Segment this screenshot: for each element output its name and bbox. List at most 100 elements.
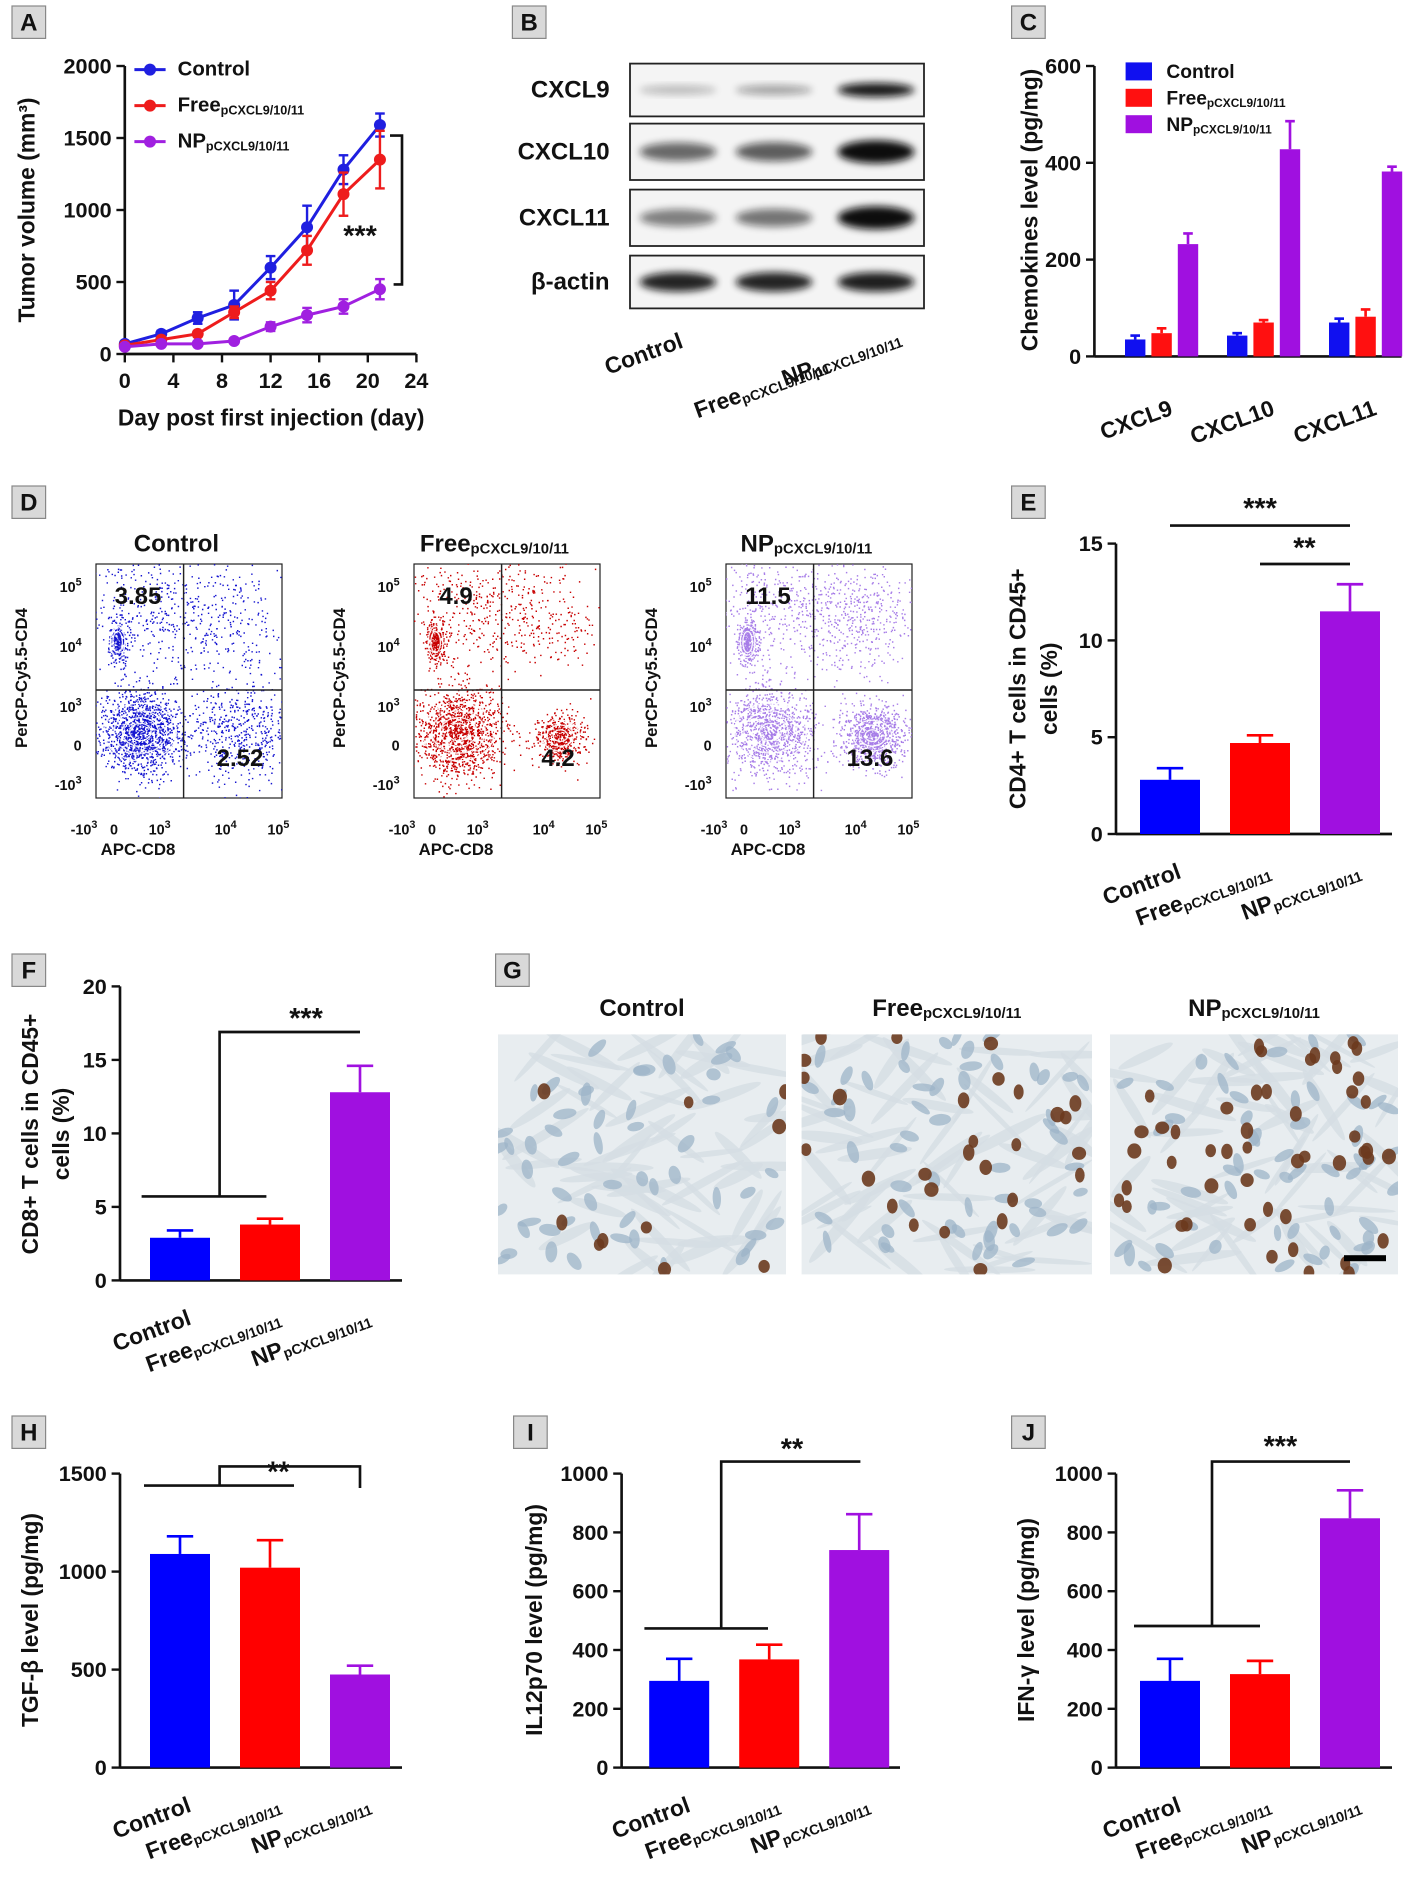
x-tick-label-subscript: pCXCL9/10/11 [1271,1801,1364,1848]
x-tick-label: 16 [307,368,331,393]
bar [150,1553,210,1768]
significance-bracket [218,1030,360,1197]
legend-label-subscript: pCXCL9/10/11 [221,104,305,118]
flow-tick-label: 105 [585,819,607,838]
panel-label: F [21,957,36,984]
nucleus [1345,1167,1361,1180]
flow-event-cloud [519,703,596,781]
flow-y-label: PerCP-Cy5.5-CD4 [330,607,349,748]
flow-tick-base: 10 [690,640,706,656]
stroma-fiber [1240,1034,1309,1058]
flow-tick-label: 0 [704,738,712,754]
flow-tick-exponent: 3 [394,697,400,709]
stroma-fiber [1349,1040,1398,1063]
y-tick-label: 20 [83,974,107,999]
stained-nucleus [1352,1071,1365,1086]
blot-band [837,140,915,164]
y-axis-label: TGF-β level (pg/mg) [17,1513,43,1727]
significance-bracket [218,1465,362,1488]
legend-label-subscript: pCXCL9/10/11 [1193,123,1272,137]
data-point [373,153,386,166]
stroma-fiber [1359,1215,1398,1227]
flow-tick-base: -10 [389,822,410,838]
y-tick-label: 500 [71,1657,107,1682]
stained-nucleus [537,1083,551,1100]
nucleus [633,1065,651,1076]
flow-event-cloud [414,664,527,798]
data-point [264,261,277,274]
x-tick-label: NPpCXCL9/10/11 [248,1791,375,1859]
stroma-fiber [1111,1155,1151,1198]
stained-nucleus [1332,1155,1347,1171]
nucleus [1306,1081,1320,1102]
legend-label: Control [1166,62,1234,83]
stroma-fiber [1113,1078,1151,1139]
flow-tick-base: 10 [215,822,231,838]
stroma-fiber [1145,1192,1230,1241]
nucleus [990,1053,1004,1071]
nucleus [1266,1046,1288,1058]
flow-title: FreepCXCL9/10/11 [420,530,569,557]
blot-lane-label: FreepCXCL9/10/11 [690,350,832,424]
stroma-fiber [1312,1072,1375,1142]
y-tick-label: 600 [1067,1579,1103,1604]
nucleus [1287,1223,1300,1240]
stained-nucleus [683,1096,694,1109]
bar [829,1550,890,1768]
stained-nucleus [1377,1233,1389,1249]
x-tick-label: 20 [356,368,380,393]
x-axis-label: Day post first injection (day) [118,405,425,431]
panel-label-box [11,953,47,987]
nucleus [710,1052,733,1065]
blot-lane-label-main: Free [690,382,744,423]
flow-tick-exponent: 3 [76,775,82,787]
flow-tick-exponent: 3 [483,819,489,831]
flow-tick-exponent: 4 [706,637,712,649]
stained-nucleus [758,1259,770,1273]
flow-tick-label: 105 [897,819,919,838]
y-tick-label: 2000 [64,54,112,79]
stained-nucleus [1204,1178,1219,1194]
significance-label: ** [267,1456,290,1488]
blot-lane-label-main: NP [778,356,817,391]
y-tick-label: 200 [572,1696,608,1721]
stained-nucleus [1351,1041,1363,1056]
flow-tick-label: 103 [60,697,82,716]
stained-nucleus [963,1144,975,1161]
panel-label-box [495,953,530,987]
x-tick-label-subscript: pCXCL9/10/11 [1271,868,1364,915]
x-tick-label-main: NP [747,1823,786,1858]
stroma-fiber [714,1131,762,1179]
nucleus [1069,1218,1088,1234]
flow-tick-exponent: 3 [394,775,400,787]
stroma-fiber [993,1256,1092,1265]
data-point [191,337,204,350]
stained-nucleus [801,1053,812,1067]
x-tick-label: CXCL11 [1290,394,1380,448]
nucleus [889,1143,908,1153]
flow-contour [431,710,486,754]
bar [240,1567,300,1768]
stroma-fiber [1226,1072,1314,1083]
stained-nucleus [1289,1106,1302,1122]
stained-nucleus [1250,1084,1263,1101]
flow-x-label: APC-CD8 [419,840,494,859]
blot-band [639,272,717,292]
nucleus [553,1108,577,1120]
nucleus [1138,1260,1152,1272]
stroma-fiber [1255,1098,1321,1132]
stained-nucleus [1358,1145,1371,1158]
nucleus [911,1100,930,1115]
flow-contour [758,722,782,742]
nucleus [840,1066,853,1085]
x-tick-label-main: CXCL9 [1097,395,1176,445]
stroma-fiber [961,1113,1047,1159]
nucleus [898,1059,910,1074]
y-axis-label: CD8+ T cells in CD45+ [17,1014,43,1255]
flow-contour [446,722,470,742]
stained-nucleus [1346,1085,1359,1099]
stained-nucleus [815,1034,827,1045]
flow-tick-base: 10 [845,822,861,838]
nucleus [814,1211,833,1225]
